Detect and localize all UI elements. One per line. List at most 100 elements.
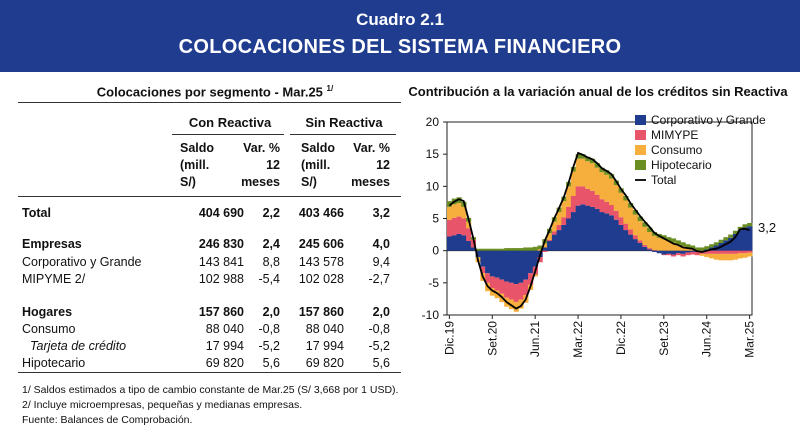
bar-segment-corp [637, 242, 643, 251]
col-header-line: meses [241, 175, 280, 189]
bar-segment-consumo [609, 178, 615, 205]
bar-segment-corp [628, 234, 634, 251]
x-tick-label: Mar.22 [571, 321, 585, 358]
bar-segment-consumo [585, 161, 591, 189]
bar-segment-mipyme [504, 281, 510, 298]
last-value-label: 3,2 [758, 220, 776, 235]
bar-segment-hipotecario [609, 174, 615, 179]
bar-segment-corp [508, 250, 515, 283]
bar-segment-mipyme [680, 253, 686, 257]
bar-segment-consumo [537, 249, 543, 251]
bar-segment-hipotecario [532, 246, 538, 251]
col-header-line: 12 [266, 158, 280, 172]
bar-segment-corp [528, 250, 534, 274]
col-header-cr-saldo: Saldo (mill. S/) [180, 140, 214, 191]
bar-segment-corp [623, 230, 629, 251]
cell-cr-saldo: 88 040 [205, 322, 244, 336]
bar-segment-mipyme [466, 228, 472, 242]
bar-segment-mipyme [556, 224, 562, 231]
header-rule [18, 196, 401, 197]
col-header-line: Saldo [180, 141, 215, 155]
bar-segment-consumo [547, 233, 553, 240]
col-header-line: S/) [301, 175, 317, 189]
bar-segment-consumo [690, 249, 696, 251]
bar-segment-corp [642, 246, 648, 251]
bar-segment-corp [470, 247, 476, 251]
bar-segment-mipyme [537, 257, 543, 263]
bar-segment-mipyme [637, 240, 643, 243]
bar-segment-corp [747, 226, 753, 251]
bar-segment-consumo [513, 302, 519, 312]
bar-segment-mipyme [561, 217, 567, 225]
bar-segment-mipyme [499, 279, 505, 294]
legend-swatch-consumo [635, 145, 646, 155]
cell-sr-var: 4,0 [372, 237, 390, 251]
bar-segment-hipotecario [604, 170, 610, 175]
bar-segment-hipotecario [523, 247, 529, 251]
bar-segment-mipyme [494, 277, 500, 291]
x-tick-label: Mar.25 [743, 321, 757, 358]
y-tick-label: -5 [428, 276, 439, 290]
col-header-line: (mill. [180, 158, 210, 172]
bar-segment-consumo [618, 192, 624, 218]
bar-segment-corp [475, 250, 481, 258]
bar-segment-mipyme [690, 251, 696, 255]
bar-segment-mipyme [542, 250, 548, 252]
table-bottom-rule [18, 372, 401, 373]
bar-segment-corp [732, 233, 739, 251]
col-header-line: 12 [376, 158, 390, 172]
cell-cr-var: 8,8 [262, 255, 280, 269]
y-tick-label: 0 [432, 244, 439, 258]
bar-segment-hipotecario [732, 230, 739, 234]
bar-segment-corp [575, 205, 581, 251]
bar-segment-hipotecario [694, 247, 700, 251]
table-title: Colocaciones por segmento - Mar.25 1/ [30, 84, 400, 99]
bar-segment-corp [670, 250, 677, 255]
cell-sr-saldo: 102 028 [298, 272, 344, 286]
bar-segment-corp [451, 235, 457, 251]
bar-segment-consumo [604, 174, 610, 202]
bar-segment-corp [594, 208, 600, 251]
bar-segment-consumo [570, 171, 577, 196]
bar-segment-consumo [718, 253, 724, 261]
cell-cr-saldo: 157 860 [198, 305, 244, 319]
bar-segment-consumo [566, 186, 572, 207]
bar-segment-mipyme [508, 282, 515, 300]
bar-segment-corp [523, 250, 529, 280]
cuadro-label: Cuadro 2.1 [356, 10, 444, 29]
bar-segment-corp [651, 250, 658, 252]
table-row: MIPYME 2/102 988 -5,4 102 028 -2,7 [22, 272, 392, 289]
bar-segment-mipyme [623, 223, 629, 231]
bar-segment-mipyme [513, 284, 519, 303]
bar-segment-corp [504, 250, 510, 282]
bar-segment-hipotecario [718, 239, 724, 243]
bar-segment-mipyme [456, 216, 462, 234]
bar-segment-consumo [589, 163, 596, 191]
legend-label: MIMYPE [651, 128, 698, 142]
group-header-con-reactiva: Con Reactiva [188, 115, 272, 130]
bar-segment-corp [589, 206, 596, 251]
cell-cr-saldo: 102 988 [198, 272, 244, 286]
col-header-cr-var: Var. % 12 meses [228, 140, 280, 191]
bar-segment-hipotecario [508, 248, 515, 251]
legend-swatch-mipyme [635, 130, 646, 140]
bar-segment-consumo [647, 232, 653, 249]
cell-sr-saldo: 403 466 [298, 206, 344, 220]
bar-segment-hipotecario [599, 167, 605, 173]
bar-segment-consumo [461, 206, 467, 219]
bar-segment-consumo [623, 200, 629, 224]
cell-sr-saldo: 88 040 [305, 322, 344, 336]
bar-segment-consumo [704, 253, 710, 258]
cell-cr-var: -0,8 [258, 322, 280, 336]
x-tick-label: Set.20 [485, 321, 499, 356]
bar-segment-hipotecario [489, 248, 496, 251]
bar-segment-hipotecario [709, 244, 715, 248]
bar-segment-corp [604, 213, 610, 251]
bar-segment-corp [580, 204, 586, 251]
cell-sr-saldo: 157 860 [298, 305, 344, 319]
bar-segment-corp [447, 236, 453, 251]
bar-segment-consumo [737, 253, 743, 259]
cell-sr-var: 2,0 [372, 305, 390, 319]
cell-cr-saldo: 246 830 [198, 237, 244, 251]
row-label: Empresas [22, 237, 82, 251]
